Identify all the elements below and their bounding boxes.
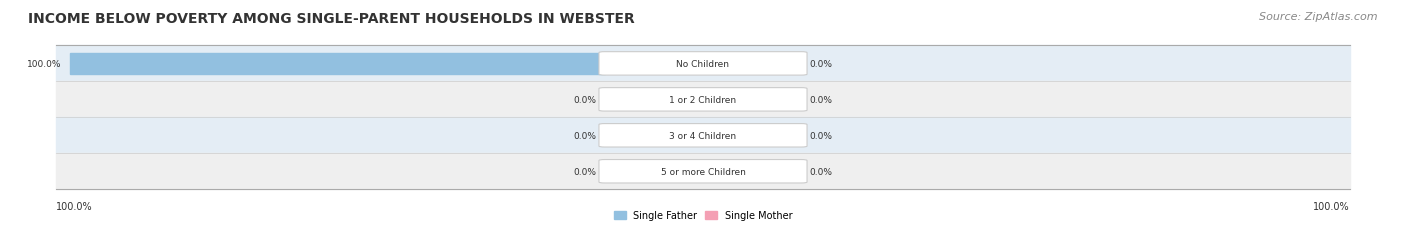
Text: INCOME BELOW POVERTY AMONG SINGLE-PARENT HOUSEHOLDS IN WEBSTER: INCOME BELOW POVERTY AMONG SINGLE-PARENT…	[28, 12, 636, 25]
Text: 100.0%: 100.0%	[27, 60, 62, 69]
Text: Source: ZipAtlas.com: Source: ZipAtlas.com	[1260, 12, 1378, 21]
FancyBboxPatch shape	[599, 124, 807, 147]
Bar	[70, 53, 605, 75]
Bar	[56, 154, 1350, 189]
Text: 3 or 4 Children: 3 or 4 Children	[669, 131, 737, 140]
Text: 100.0%: 100.0%	[56, 201, 93, 211]
Text: 0.0%: 0.0%	[810, 167, 832, 176]
Text: 100.0%: 100.0%	[1313, 201, 1350, 211]
Text: 0.0%: 0.0%	[810, 60, 832, 69]
Text: 5 or more Children: 5 or more Children	[661, 167, 745, 176]
Text: 0.0%: 0.0%	[574, 131, 596, 140]
Text: 0.0%: 0.0%	[810, 131, 832, 140]
Bar	[56, 118, 1350, 154]
Text: 0.0%: 0.0%	[574, 167, 596, 176]
FancyBboxPatch shape	[599, 52, 807, 76]
Text: No Children: No Children	[676, 60, 730, 69]
FancyBboxPatch shape	[599, 160, 807, 183]
Bar	[56, 82, 1350, 118]
Bar	[56, 46, 1350, 82]
Text: 1 or 2 Children: 1 or 2 Children	[669, 95, 737, 104]
FancyBboxPatch shape	[599, 88, 807, 112]
Text: 0.0%: 0.0%	[574, 95, 596, 104]
Legend: Single Father, Single Mother: Single Father, Single Mother	[610, 206, 796, 224]
Text: 0.0%: 0.0%	[810, 95, 832, 104]
